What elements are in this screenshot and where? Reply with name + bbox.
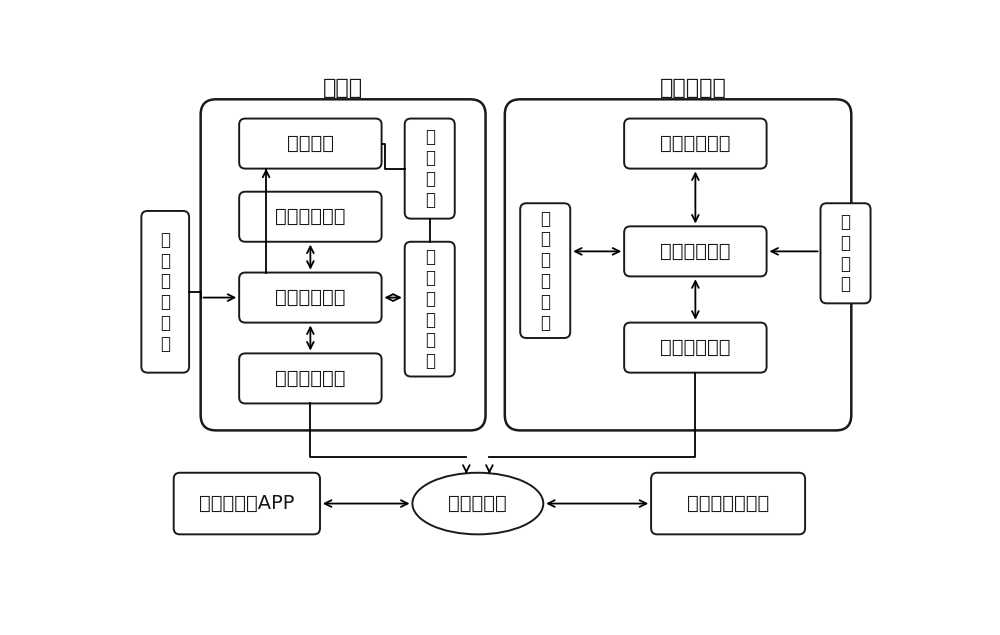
Text: 第二存储模块: 第二存储模块 <box>660 134 731 153</box>
Text: 第二通讯模块: 第二通讯模块 <box>660 338 731 357</box>
Text: 第
一
显
示
模
块: 第 一 显 示 模 块 <box>425 248 435 370</box>
FancyBboxPatch shape <box>239 272 382 323</box>
Text: 第二控制模块: 第二控制模块 <box>660 242 731 261</box>
Text: 第
二
电
源: 第 二 电 源 <box>841 213 851 293</box>
Text: 无线局域网: 无线局域网 <box>448 494 507 513</box>
FancyBboxPatch shape <box>405 119 455 218</box>
FancyBboxPatch shape <box>624 119 767 169</box>
FancyBboxPatch shape <box>624 323 767 373</box>
Text: 教师移动端: 教师移动端 <box>660 77 727 98</box>
FancyBboxPatch shape <box>520 203 570 338</box>
Text: 第
一
电
源: 第 一 电 源 <box>425 128 435 209</box>
FancyBboxPatch shape <box>239 354 382 403</box>
FancyBboxPatch shape <box>405 242 455 377</box>
FancyBboxPatch shape <box>141 211 189 373</box>
Text: 发声模块: 发声模块 <box>287 134 334 153</box>
Text: 第
二
显
示
模
块: 第 二 显 示 模 块 <box>540 210 550 331</box>
Text: 第一通讯模块: 第一通讯模块 <box>275 369 346 388</box>
FancyBboxPatch shape <box>624 226 767 276</box>
FancyBboxPatch shape <box>239 192 382 242</box>
Text: 学生手机端APP: 学生手机端APP <box>199 494 295 513</box>
Ellipse shape <box>412 472 543 534</box>
FancyBboxPatch shape <box>174 472 320 534</box>
FancyBboxPatch shape <box>820 203 871 304</box>
Text: 人
脸
识
别
模
块: 人 脸 识 别 模 块 <box>160 231 170 353</box>
Text: 第一存储模块: 第一存储模块 <box>275 207 346 226</box>
FancyBboxPatch shape <box>201 99 486 431</box>
Text: 学校云端服务器: 学校云端服务器 <box>687 494 769 513</box>
Text: 签到器: 签到器 <box>323 77 363 98</box>
FancyBboxPatch shape <box>505 99 851 431</box>
FancyBboxPatch shape <box>239 119 382 169</box>
Text: 第一控制模块: 第一控制模块 <box>275 288 346 307</box>
FancyBboxPatch shape <box>651 472 805 534</box>
